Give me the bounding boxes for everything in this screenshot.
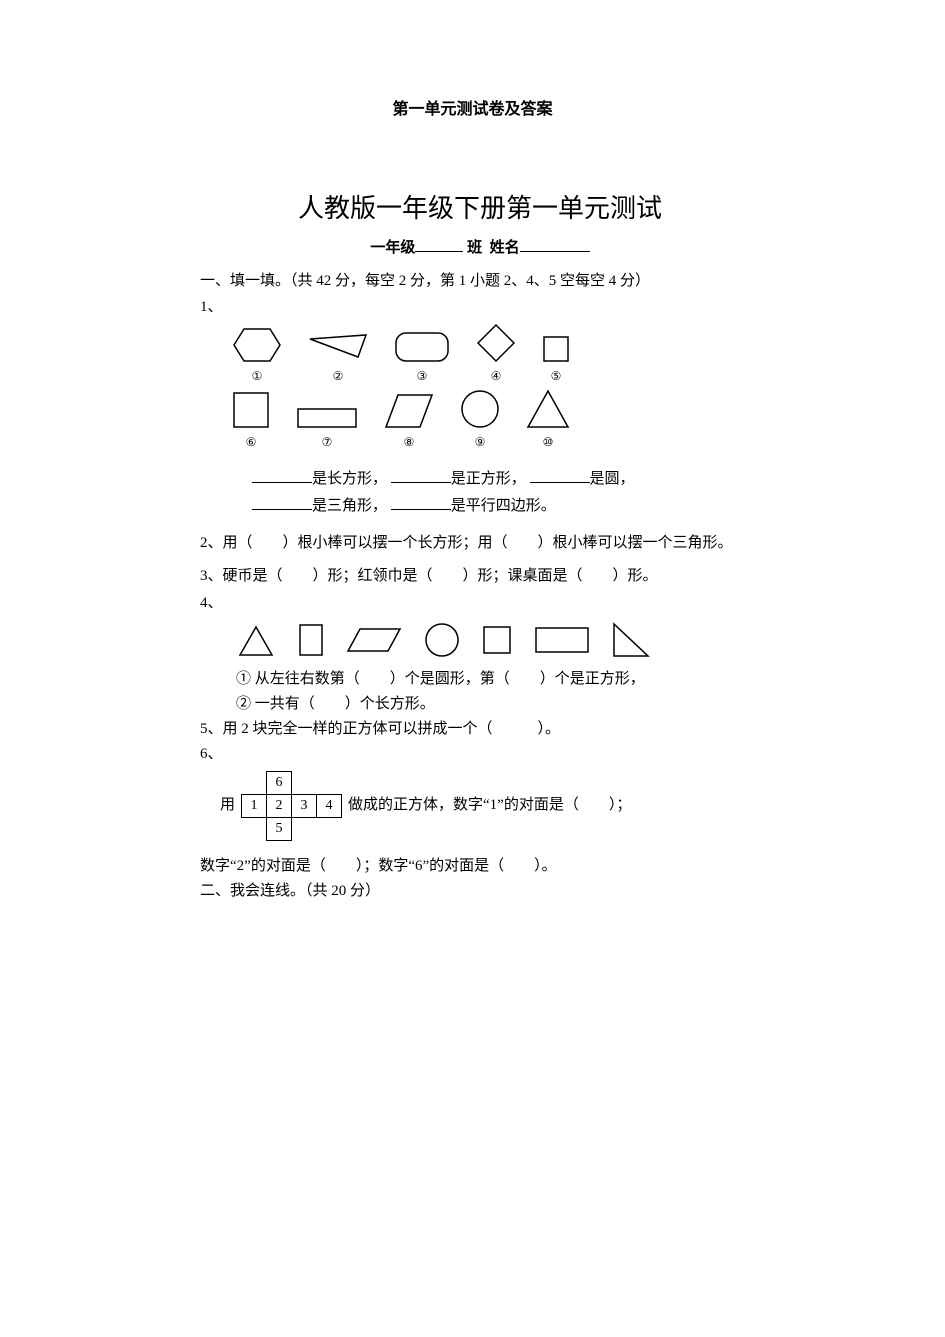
label-6: ⑥ bbox=[246, 433, 257, 452]
grade-label: 一年级 bbox=[370, 240, 415, 256]
shape-hexagon: ① bbox=[232, 327, 282, 386]
doc-header-title: 第一单元测试卷及答案 bbox=[0, 95, 945, 119]
q6-prefix: 6、 bbox=[200, 743, 760, 766]
q1-fill-lines: 是长方形， 是正方形， 是圆， 是三角形， 是平行四边形。 bbox=[252, 466, 760, 518]
rounded-rect-icon bbox=[394, 331, 450, 363]
q3-text: 3、硬币是（ ）形；红领巾是（ ）形；课桌面是（ ）形。 bbox=[200, 565, 760, 588]
circle-small-icon bbox=[424, 622, 460, 658]
net-m: 2 bbox=[267, 794, 292, 817]
page: 第一单元测试卷及答案 人教版一年级下册第一单元测试 一年级 班 姓名 一、填一填… bbox=[0, 0, 945, 1337]
circle-icon bbox=[460, 389, 500, 429]
blank bbox=[252, 466, 312, 483]
triangle-thin-icon bbox=[308, 333, 368, 363]
square-icon bbox=[232, 391, 270, 429]
blank bbox=[391, 493, 451, 510]
q6-use: 用 bbox=[220, 794, 235, 817]
txt-a3: 是圆， bbox=[590, 471, 635, 487]
q1-fill-line1: 是长方形， 是正方形， 是圆， bbox=[252, 466, 760, 491]
shape-diamond: ④ bbox=[476, 323, 516, 386]
txt-b2: 是平行四边形。 bbox=[451, 498, 556, 514]
shape-round-rect: ③ bbox=[394, 331, 450, 386]
q1-fill-line2: 是三角形， 是平行四边形。 bbox=[252, 493, 760, 518]
q4-shapes-row bbox=[236, 622, 760, 658]
shape-wide-rect: ⑦ bbox=[296, 407, 358, 452]
tall-rect-icon bbox=[298, 623, 324, 657]
label-8: ⑧ bbox=[404, 433, 415, 452]
q1-shapes-row1: ① ② ③ ④ ⑤ bbox=[232, 323, 760, 386]
section2-heading: 二、我会连线。（共 20 分） bbox=[200, 880, 760, 903]
net-r2: 4 bbox=[317, 794, 342, 817]
label-1: ① bbox=[252, 367, 263, 386]
blank-class bbox=[415, 235, 463, 252]
name-label: 姓名 bbox=[490, 240, 520, 256]
exam-title: 人教版一年级下册第一单元测试 bbox=[200, 189, 760, 229]
triangle-small-icon bbox=[236, 623, 276, 657]
q4-line1: ① 从左往右数第（ ）个是圆形，第（ ）个是正方形， bbox=[236, 668, 760, 691]
blank bbox=[252, 493, 312, 510]
net-r1: 3 bbox=[292, 794, 317, 817]
right-triangle-icon bbox=[612, 622, 652, 658]
parallelogram-small-icon bbox=[346, 627, 402, 653]
q1-shapes-row2: ⑥ ⑦ ⑧ ⑨ ⑩ bbox=[232, 389, 760, 452]
shape-small-square: ⑤ bbox=[542, 335, 570, 386]
label-5: ⑤ bbox=[551, 367, 562, 386]
q5-text: 5、用 2 块完全一样的正方体可以拼成一个（ ）。 bbox=[200, 718, 760, 741]
net-bot: 5 bbox=[267, 817, 292, 840]
section1-heading: 一、填一填。（共 42 分，每空 2 分，第 1 小题 2、4、5 空每空 4 … bbox=[200, 270, 760, 293]
parallelogram-icon bbox=[384, 393, 434, 429]
exam-subline: 一年级 班 姓名 bbox=[200, 235, 760, 260]
q2-text: 2、用（ ）根小棒可以摆一个长方形；用（ ）根小棒可以摆一个三角形。 bbox=[200, 532, 760, 555]
label-4: ④ bbox=[491, 367, 502, 386]
label-2: ② bbox=[333, 367, 344, 386]
class-label: 班 bbox=[467, 240, 482, 256]
shape-parallelogram: ⑧ bbox=[384, 393, 434, 452]
wide-rect-icon bbox=[296, 407, 358, 429]
shape-triangle: ⑩ bbox=[526, 389, 570, 452]
triangle-icon bbox=[526, 389, 570, 429]
q6-line2: 数字“2”的对面是（ ）；数字“6”的对面是（ ）。 bbox=[200, 855, 760, 878]
q4-line2: ② 一共有（ ）个长方形。 bbox=[236, 693, 760, 716]
txt-a2: 是正方形， bbox=[451, 471, 526, 487]
txt-a1: 是长方形， bbox=[312, 471, 387, 487]
net-top: 6 bbox=[267, 771, 292, 794]
q6-tail: 做成的正方体，数字“1”的对面是（ ）； bbox=[348, 794, 631, 817]
shape-thin-triangle: ② bbox=[308, 333, 368, 386]
q1-prefix: 1、 bbox=[200, 296, 760, 319]
txt-b1: 是三角形， bbox=[312, 498, 387, 514]
label-3: ③ bbox=[417, 367, 428, 386]
q4-prefix: 4、 bbox=[200, 592, 760, 615]
label-9: ⑨ bbox=[475, 433, 486, 452]
net-l: 1 bbox=[242, 794, 267, 817]
rect-small-icon bbox=[534, 626, 590, 654]
exam-area: 人教版一年级下册第一单元测试 一年级 班 姓名 一、填一填。（共 42 分，每空… bbox=[200, 189, 760, 903]
cube-net: 6 1 2 3 4 5 bbox=[241, 771, 342, 841]
label-10: ⑩ bbox=[543, 433, 554, 452]
label-7: ⑦ bbox=[322, 433, 333, 452]
square-small-icon bbox=[482, 625, 512, 655]
blank bbox=[391, 466, 451, 483]
hexagon-icon bbox=[232, 327, 282, 363]
q6-net-row: 用 6 1 2 3 4 5 做成的正方体，数字“1”的对面是（ ）； bbox=[200, 771, 760, 841]
shape-circle: ⑨ bbox=[460, 389, 500, 452]
blank bbox=[530, 466, 590, 483]
blank-name bbox=[520, 235, 590, 252]
diamond-icon bbox=[476, 323, 516, 363]
shape-square: ⑥ bbox=[232, 391, 270, 452]
small-square-icon bbox=[542, 335, 570, 363]
